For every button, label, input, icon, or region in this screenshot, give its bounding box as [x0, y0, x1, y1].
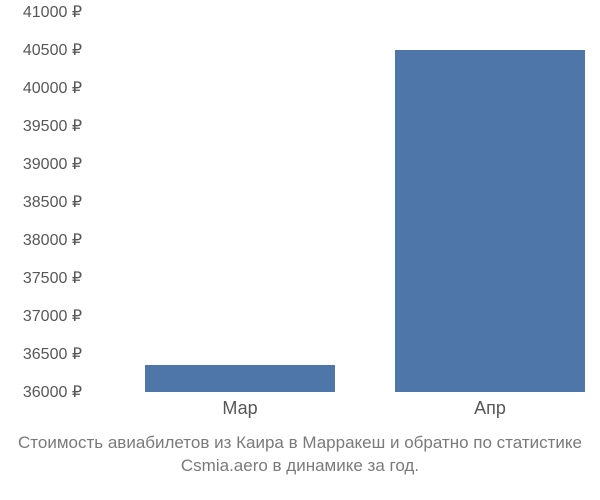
y-tick-label: 38000 ₽: [23, 230, 82, 250]
y-tick-label: 36500 ₽: [23, 344, 82, 364]
chart-caption: Стоимость авиабилетов из Каира в Марраке…: [0, 432, 600, 478]
x-tick-label: Апр: [474, 398, 506, 419]
y-tick-label: 38500 ₽: [23, 192, 82, 212]
plot-area: [90, 12, 600, 392]
bar: [145, 365, 335, 392]
y-tick-label: 40000 ₽: [23, 78, 82, 98]
x-tick-label: Мар: [222, 398, 257, 419]
y-tick-label: 41000 ₽: [23, 2, 82, 22]
y-tick-label: 37000 ₽: [23, 306, 82, 326]
y-tick-label: 40500 ₽: [23, 40, 82, 60]
bar: [395, 50, 585, 392]
y-tick-label: 39500 ₽: [23, 116, 82, 136]
y-tick-label: 39000 ₽: [23, 154, 82, 174]
y-tick-label: 36000 ₽: [23, 382, 82, 402]
chart-container: 41000 ₽ 40500 ₽ 40000 ₽ 39500 ₽ 39000 ₽ 38500…: [0, 0, 600, 500]
y-tick-label: 37500 ₽: [23, 268, 82, 288]
